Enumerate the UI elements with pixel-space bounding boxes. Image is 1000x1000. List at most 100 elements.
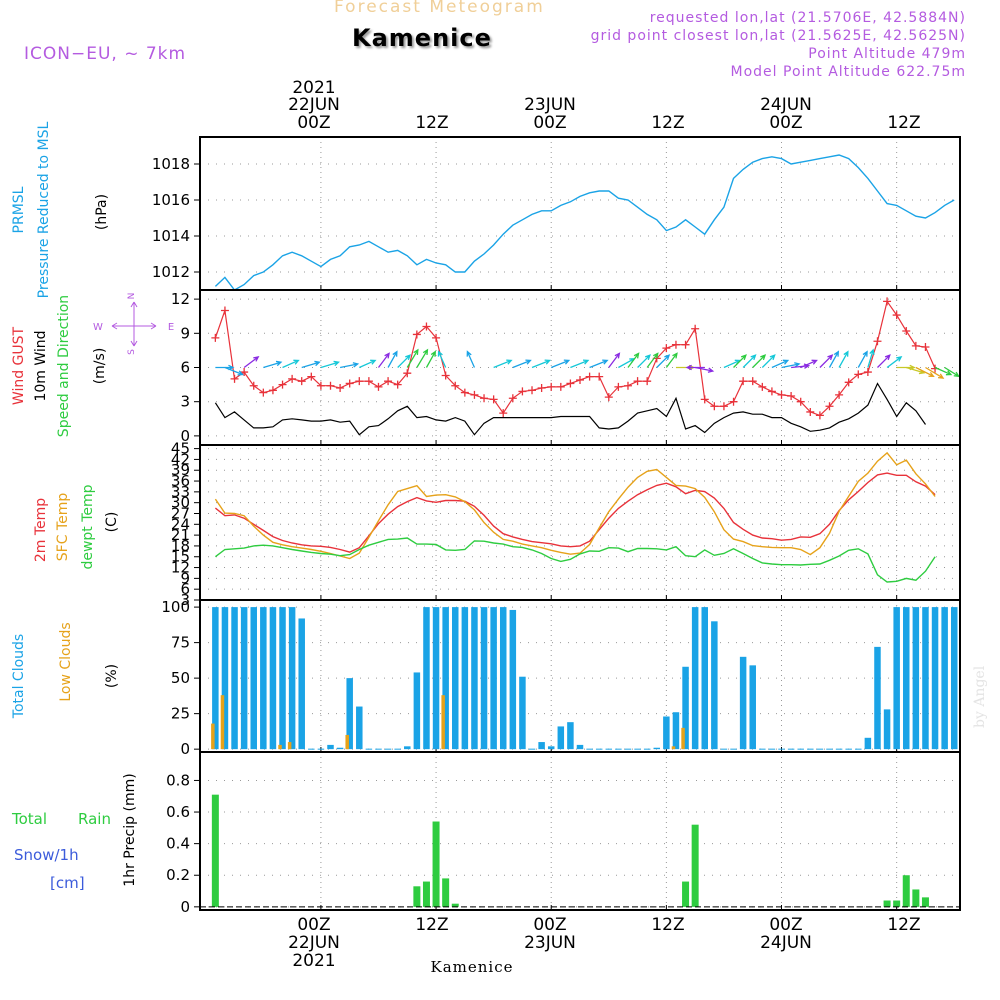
low-cloud-bar [220, 695, 225, 750]
gust-marker [441, 371, 450, 380]
top-tick-00z-22: 00Z [297, 113, 330, 133]
bottom-day-label-23jun: 23JUN [524, 933, 576, 953]
gust-marker [460, 388, 469, 397]
compass-east: E [168, 322, 174, 333]
wind-direction-arrow [838, 350, 849, 368]
gust-marker [739, 377, 748, 386]
panel-5: 0 0.2 0.4 0.6 0.8 [166, 752, 960, 916]
rain-bar [211, 794, 219, 907]
gust-marker [767, 387, 776, 396]
total-cloud-bar [336, 747, 344, 750]
low-cloud-bar [287, 742, 292, 750]
total-cloud-bar [499, 607, 507, 750]
wind-direction-arrow [531, 359, 552, 369]
watermark: by Angel [972, 665, 988, 728]
panel-2: 0 3 6 9 12 [171, 290, 960, 445]
gust-marker [537, 384, 546, 393]
gust-marker [700, 395, 709, 404]
wind-direction-arrow [742, 354, 757, 368]
y-tick-label: 0.4 [166, 835, 190, 853]
y-tick-label: 30 [171, 494, 190, 512]
gust-marker [268, 386, 277, 395]
total-cloud-bar [739, 656, 747, 750]
wind-direction-arrow [915, 366, 935, 377]
top-tick-12z-24: 12Z [887, 113, 920, 133]
temp2m-line [214, 472, 936, 553]
y-tick-label: 18 [171, 537, 190, 555]
gust-marker [835, 390, 844, 399]
point-altitude: Point Altitude 479m [808, 46, 966, 62]
wind-direction-arrow [800, 359, 818, 369]
gust-marker [412, 330, 421, 339]
location-title: Kamenice [352, 24, 492, 52]
total-cloud-bar [423, 607, 430, 750]
gust-marker [518, 387, 527, 396]
wind-direction-arrow [359, 359, 377, 369]
wind-speed-line [214, 382, 926, 436]
gust-marker [316, 381, 325, 390]
gust-marker [844, 378, 853, 387]
total-cloud-bar [950, 607, 958, 750]
wind-direction-arrow [224, 366, 244, 376]
gust-marker [681, 340, 690, 349]
precip-ylabel: 1hr Precip (mm) [122, 773, 138, 886]
gust-marker [288, 374, 297, 383]
rain-bar [451, 903, 459, 907]
bottom-time-axis: 00Z 12Z 00Z 12Z 00Z 12Z 22JUN 23JUN 24JU… [288, 915, 921, 976]
wind-direction-arrow [339, 362, 360, 369]
total-cloud-bar [941, 607, 948, 750]
total-cloud-bar [691, 607, 699, 750]
total-cloud-bar [672, 712, 680, 750]
wind-direction-arrow [819, 354, 834, 368]
gust-marker [297, 377, 306, 386]
sfc-temp-ylabel: SFC Temp [55, 493, 71, 562]
gust-marker [671, 340, 680, 349]
wind-direction-arrow [637, 354, 651, 368]
gust-marker [259, 388, 268, 397]
gust-marker [796, 397, 805, 406]
temperature-labels: 2m Temp SFC Temp dewpt Temp (C) [33, 484, 120, 569]
gust-marker [249, 381, 258, 390]
pressure-unit: (hPa) [94, 194, 110, 230]
gust-marker [854, 370, 863, 379]
wind-direction-arrow [857, 350, 868, 368]
top-day-label-23jun: 23JUN [524, 95, 576, 115]
gust-marker [863, 368, 872, 377]
gust-marker [815, 411, 824, 420]
gust-marker [240, 368, 249, 377]
top-day-label-24jun: 24JUN [760, 95, 812, 115]
wind-direction-arrow [608, 352, 621, 368]
y-tick-label: 42 [171, 450, 190, 468]
dewpt-line [214, 537, 936, 583]
gust-marker [470, 390, 479, 399]
y-tick-label: 1014 [152, 227, 190, 245]
gust-marker [662, 344, 671, 353]
gust-marker [758, 382, 767, 391]
gust-marker [825, 402, 834, 411]
panel-frame-1 [199, 136, 961, 291]
gust-ylabel: Wind GUST [11, 326, 27, 405]
y-tick-label: 0 [180, 740, 190, 758]
wind-direction-arrow [685, 364, 705, 371]
top-tick-00z-24: 00Z [769, 113, 802, 133]
y-tick-label: 9 [180, 569, 190, 587]
low-cloud-bar [345, 734, 349, 750]
rain-bar [413, 886, 421, 907]
grid-point-coords: grid point closest lon,lat (21.5625E, 42… [590, 28, 966, 44]
wind-direction-arrow [934, 366, 953, 376]
gust-marker [892, 311, 901, 320]
gust-marker [508, 394, 517, 403]
panel-frame-4 [199, 599, 961, 753]
low-cloud-bar [278, 744, 282, 750]
gust-marker [566, 379, 575, 388]
wind-direction-arrow [925, 366, 945, 379]
wind-direction-arrow [656, 354, 671, 368]
plot-area: 1012101410161018036912369121518212427303… [152, 136, 961, 916]
total-cloud-bar [711, 621, 718, 750]
total-cloud-bar [547, 746, 555, 750]
gust-marker [211, 333, 220, 342]
precip-labels: Total Rain Snow/1h [cm] 1hr Precip (mm) [11, 773, 138, 892]
total-cloud-bar [231, 607, 238, 750]
